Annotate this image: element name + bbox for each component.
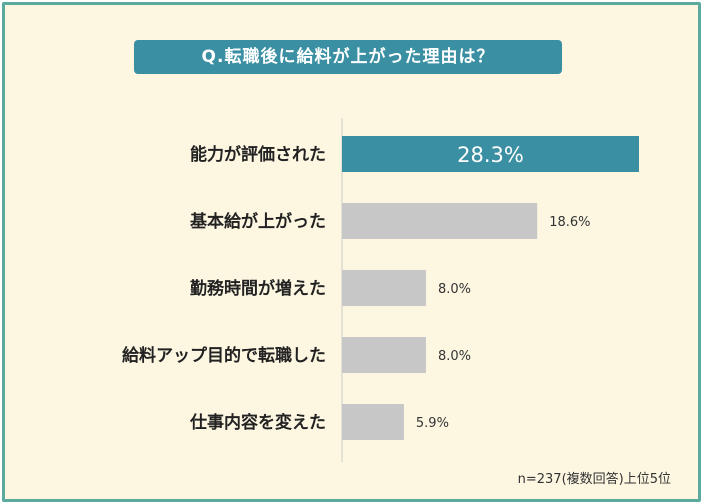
category-label: 基本給が上がった [189, 211, 326, 232]
category-label: 勤務時間が増えた [190, 278, 326, 299]
value-label: 18.6% [549, 215, 590, 230]
category-label: 給料アップ目的で転職した [122, 345, 326, 366]
category-label: 能力が評価された [190, 144, 326, 165]
bar [342, 203, 538, 239]
bar [342, 136, 639, 172]
chart-title: Q.転職後に給料が上がった理由は？ [134, 40, 562, 74]
footnote: n=237(複数回答)上位5位 [517, 472, 671, 487]
value-label: 8.0% [438, 349, 471, 364]
bar [342, 270, 426, 306]
bar [342, 337, 426, 373]
bar [342, 404, 404, 440]
category-label: 仕事内容を変えた [189, 412, 326, 433]
value-label: 5.9% [416, 416, 449, 431]
value-label: 28.3% [457, 143, 524, 167]
value-label: 8.0% [438, 282, 471, 297]
